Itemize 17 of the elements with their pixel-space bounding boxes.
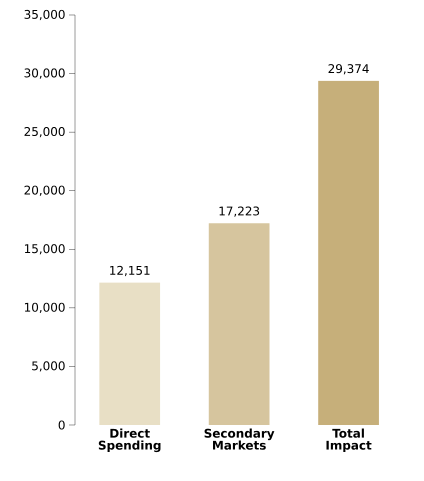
x-tick-label: Direct Spending [98, 428, 160, 452]
data-label: 12,151 [110, 266, 150, 276]
y-tick-label: 30,000 [24, 68, 65, 79]
x-tick-label: Total Impact [326, 428, 372, 452]
y-tick-label: 10,000 [24, 302, 65, 313]
y-tick-label: 35,000 [24, 10, 65, 20]
y-tick-label: 5,000 [32, 361, 65, 372]
x-tick-label: Secondary Markets [204, 428, 274, 450]
y-tick-label: 15,000 [24, 244, 65, 254]
y-tick-label: 25,000 [24, 127, 65, 138]
bar [208, 223, 270, 425]
data-label: 29,374 [328, 64, 369, 74]
bar [318, 80, 379, 425]
data-label: 17,223 [220, 206, 260, 217]
bar [99, 282, 160, 425]
y-tick-label: 20,000 [24, 186, 65, 196]
y-tick-label: 0 [58, 420, 65, 430]
